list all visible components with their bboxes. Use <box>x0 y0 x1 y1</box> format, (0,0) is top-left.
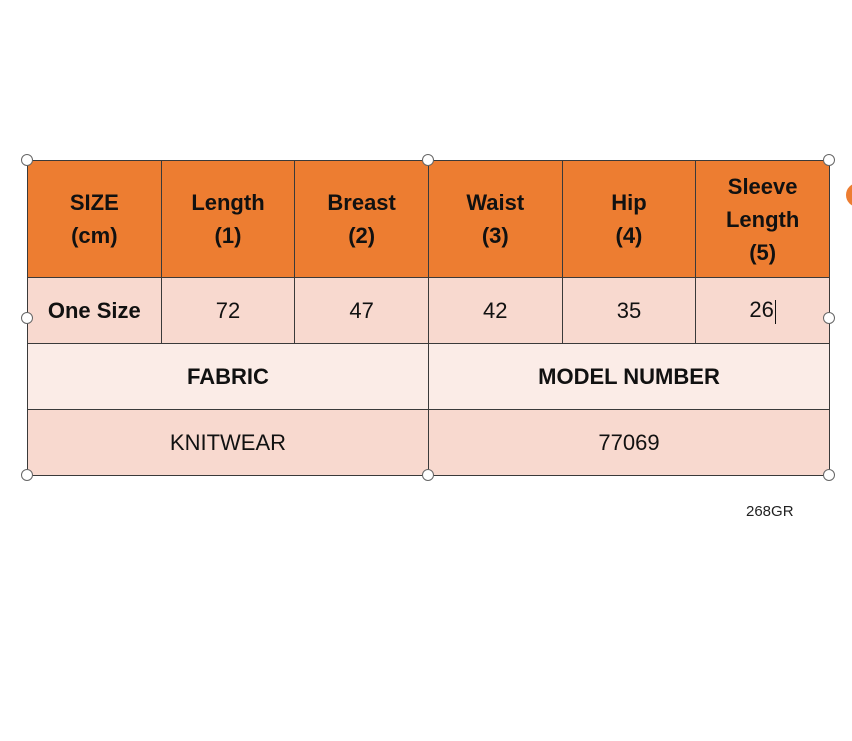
header-hip[interactable]: Hip (4) <box>561 160 697 278</box>
header-breast[interactable]: Breast (2) <box>294 160 429 278</box>
info-label-row: FABRIC MODEL NUMBER <box>27 343 831 410</box>
cell-sleeve-value: 26 <box>749 297 774 323</box>
resize-handle-bottom-right[interactable] <box>823 469 835 481</box>
resize-handle-bottom[interactable] <box>422 469 434 481</box>
text-caret <box>774 299 776 324</box>
cell-breast[interactable]: 47 <box>294 277 429 344</box>
size-chart-table[interactable]: SIZE (cm) Length (1) Breast (2) Waist (3… <box>27 160 831 476</box>
header-row: SIZE (cm) Length (1) Breast (2) Waist (3… <box>27 160 830 278</box>
header-waist[interactable]: Waist (3) <box>427 160 563 278</box>
resize-handle-right[interactable] <box>823 312 835 324</box>
orange-circle-shape[interactable] <box>846 183 852 207</box>
cell-sleeve-length[interactable]: 26 <box>695 277 830 344</box>
cell-hip[interactable]: 35 <box>561 277 697 344</box>
header-length[interactable]: Length (1) <box>160 160 296 278</box>
resize-handle-top[interactable] <box>422 154 434 166</box>
resize-handle-bottom-left[interactable] <box>21 469 33 481</box>
size-row: One Size 72 47 42 35 26 <box>27 277 830 344</box>
model-number-label[interactable]: MODEL NUMBER <box>427 343 831 410</box>
fabric-label[interactable]: FABRIC <box>27 343 429 410</box>
resize-handle-left[interactable] <box>21 312 33 324</box>
resize-handle-top-left[interactable] <box>21 154 33 166</box>
model-number-value[interactable]: 77069 <box>427 409 831 476</box>
cell-waist[interactable]: 42 <box>427 277 563 344</box>
resize-handle-top-right[interactable] <box>823 154 835 166</box>
info-value-row: KNITWEAR 77069 <box>27 409 831 476</box>
fabric-value[interactable]: KNITWEAR <box>27 409 429 476</box>
cell-size[interactable]: One Size <box>27 277 162 344</box>
header-sleeve-length[interactable]: Sleeve Length (5) <box>695 160 830 278</box>
cell-length[interactable]: 72 <box>160 277 296 344</box>
product-code: 268GR <box>746 503 794 520</box>
header-size[interactable]: SIZE (cm) <box>27 160 162 278</box>
